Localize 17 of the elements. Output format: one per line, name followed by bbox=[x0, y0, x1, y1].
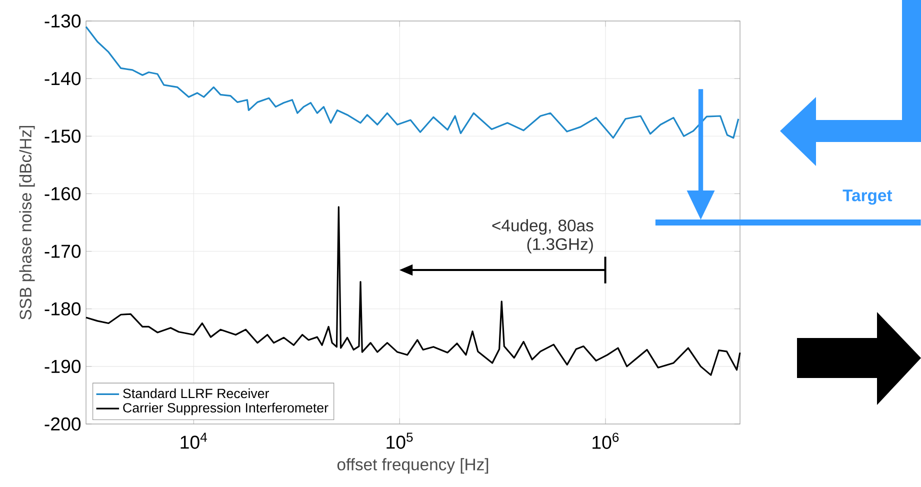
ref-line-label: Target bbox=[842, 190, 892, 205]
y-tick-label: -170 bbox=[44, 244, 81, 258]
y-tick-label: -150 bbox=[44, 130, 81, 143]
x-tick-label: 10$^{4}$ bbox=[180, 432, 207, 449]
legend-label: Carrier Suppression Interferometer bbox=[123, 402, 328, 416]
y-tick-label: -160 bbox=[44, 187, 81, 200]
y-axis-title: SSB phase noise [dBc/Hz] bbox=[19, 126, 35, 320]
y-tick-label: -190 bbox=[44, 360, 81, 374]
x-axis-title: offset frequency [Hz] bbox=[337, 458, 488, 474]
annotation: <4udeg, 80as (1.3GHz) bbox=[492, 219, 594, 254]
x-tick-label: 10$^{6}$ bbox=[592, 432, 619, 449]
x-tick-label: 10$^{5}$ bbox=[386, 432, 413, 449]
y-tick-label: -180 bbox=[44, 302, 81, 316]
y-tick-label: -200 bbox=[44, 417, 81, 431]
y-tick-label: -140 bbox=[44, 72, 81, 86]
legend-label: Standard LLRF Receiver bbox=[123, 388, 269, 398]
y-tick-label: -130 bbox=[44, 14, 81, 28]
